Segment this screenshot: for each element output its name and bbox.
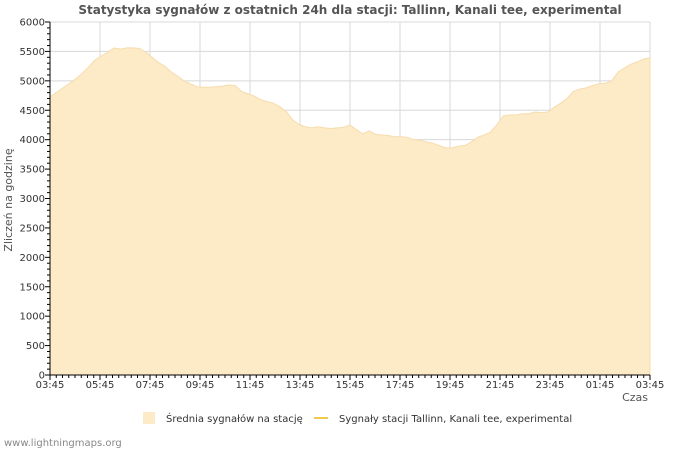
x-tick-label: 07:45 — [136, 380, 165, 391]
area-series-average — [49, 47, 651, 376]
y-tick-label: 2000 — [20, 253, 45, 264]
x-axis-ticks: 03:45 05:45 07:45 09:45 11:45 13:45 15:45 17:45… — [36, 375, 665, 391]
y-tick-label: 1500 — [20, 282, 45, 293]
x-tick-label: 13:45 — [286, 380, 315, 391]
x-tick-label: 19:45 — [436, 380, 465, 391]
x-tick-label: 05:45 — [86, 380, 115, 391]
x-tick-label: 21:45 — [486, 380, 515, 391]
legend-label-station: Sygnały stacji Tallinn, Kanali tee, expe… — [339, 414, 572, 425]
x-tick-label: 15:45 — [336, 380, 365, 391]
legend: Średnia sygnałów na stację Sygnały stacj… — [143, 412, 572, 425]
x-tick-label: 03:45 — [636, 380, 665, 391]
legend-label-average: Średnia sygnałów na stację — [166, 412, 303, 425]
y-tick-label: 0 — [39, 371, 45, 382]
y-tick-label: 2500 — [20, 223, 45, 234]
y-tick-label: 5500 — [20, 47, 45, 58]
y-axis-label: Zliczeń na godzinę — [2, 148, 15, 251]
y-tick-label: 5000 — [20, 76, 45, 87]
y-tick-label: 4500 — [20, 106, 45, 117]
y-tick-label: 500 — [26, 341, 45, 352]
y-tick-label: 6000 — [20, 18, 45, 29]
x-tick-label: 11:45 — [236, 380, 265, 391]
x-tick-label: 17:45 — [386, 380, 415, 391]
y-tick-label: 3000 — [20, 194, 45, 205]
x-axis-label: Czas — [622, 391, 648, 404]
legend-swatch-average — [143, 412, 155, 424]
x-tick-label: 01:45 — [586, 380, 615, 391]
y-axis-ticks: 0 500 1000 1500 2000 2500 3000 3500 4000 4500 5000… — [20, 18, 50, 382]
x-tick-label: 09:45 — [186, 380, 215, 391]
y-tick-label: 3500 — [20, 165, 45, 176]
footer-link[interactable]: www.lightningmaps.org — [4, 438, 122, 449]
x-tick-label: 23:45 — [536, 380, 565, 391]
chart-title: Statystyka sygnałów z ostatnich 24h dla … — [78, 3, 621, 17]
y-tick-label: 1000 — [20, 312, 45, 323]
x-tick-label: 03:45 — [36, 380, 65, 391]
axes — [46, 22, 650, 380]
y-tick-label: 4000 — [20, 135, 45, 146]
